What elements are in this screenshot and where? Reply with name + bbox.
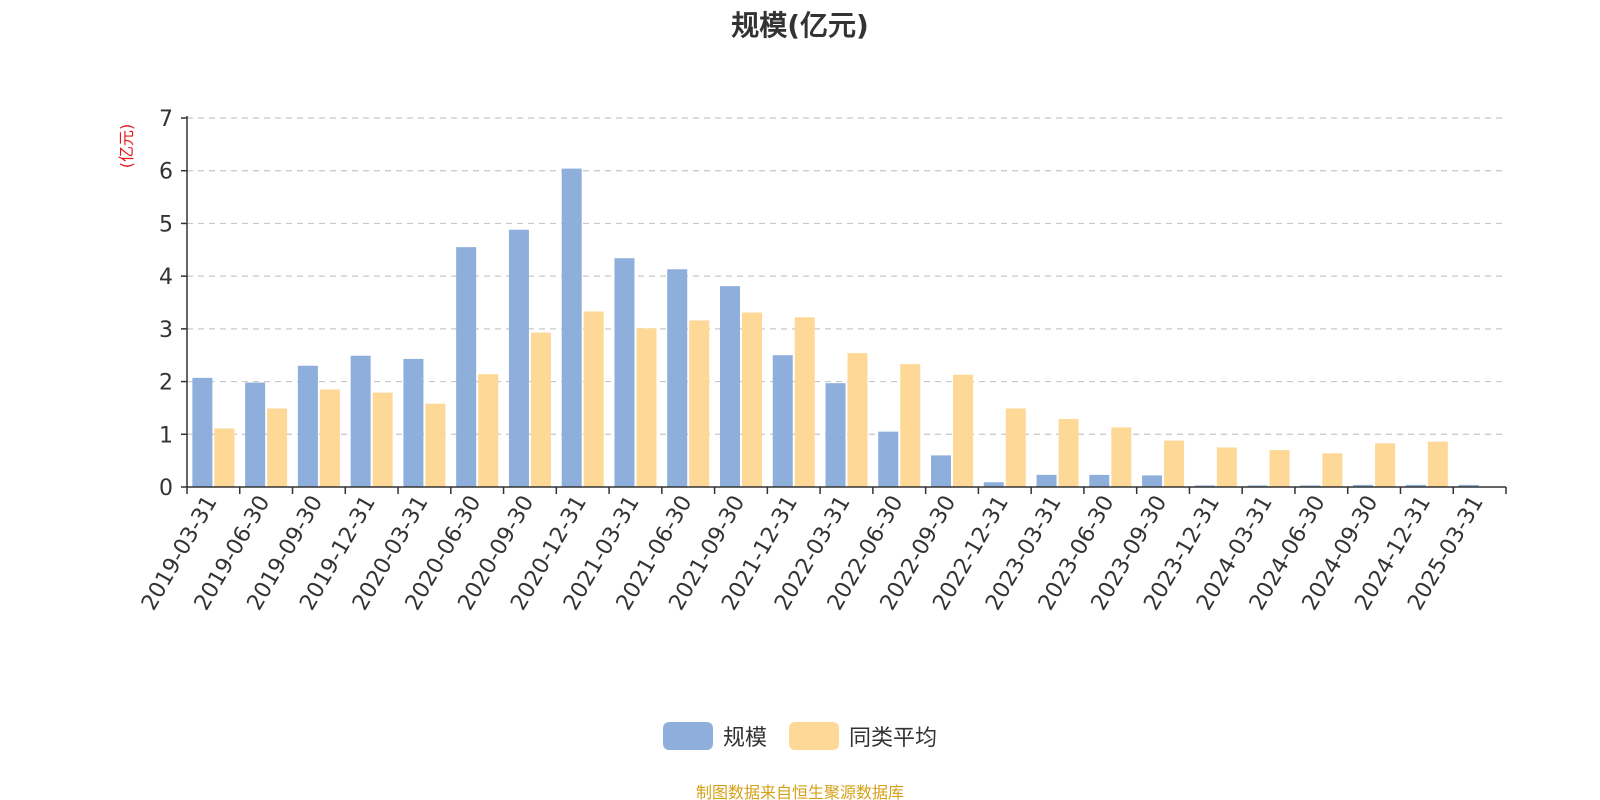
y-tick-label: 4 bbox=[159, 265, 173, 290]
bar-peer-average[interactable] bbox=[425, 403, 446, 487]
bar-peer-average[interactable] bbox=[847, 353, 868, 487]
x-tick-labels: 2019-03-312019-06-302019-09-302019-12-31… bbox=[137, 492, 1489, 615]
legend-swatch-scale bbox=[662, 722, 713, 750]
bar-scale[interactable] bbox=[931, 455, 952, 487]
gridlines bbox=[187, 117, 1506, 435]
bar-scale[interactable] bbox=[1247, 485, 1268, 487]
y-tick-label: 5 bbox=[159, 212, 173, 237]
bar-peer-average[interactable] bbox=[530, 332, 551, 487]
bar-peer-average[interactable] bbox=[900, 364, 921, 487]
bar-peer-average[interactable] bbox=[1164, 440, 1185, 487]
bar-scale[interactable] bbox=[245, 382, 266, 487]
y-tick-label: 2 bbox=[159, 371, 173, 396]
bar-scale[interactable] bbox=[1089, 474, 1110, 487]
bar-peer-average[interactable] bbox=[1058, 418, 1079, 487]
bar-peer-average[interactable] bbox=[1427, 441, 1448, 487]
bar-scale[interactable] bbox=[1458, 484, 1479, 487]
legend-swatch-peer-average bbox=[789, 722, 839, 750]
y-tick-labels: 0 1 2 3 4 5 6 7 bbox=[159, 107, 173, 501]
bar-scale[interactable] bbox=[1036, 474, 1057, 487]
bar-scale[interactable] bbox=[561, 168, 582, 487]
bar-peer-average[interactable] bbox=[953, 374, 974, 487]
y-tick-label: 6 bbox=[159, 160, 173, 185]
bar-scale[interactable] bbox=[508, 229, 529, 488]
bar-peer-average[interactable] bbox=[636, 328, 657, 487]
bar-peer-average[interactable] bbox=[478, 374, 499, 487]
bar-peer-average[interactable] bbox=[372, 392, 393, 487]
bar-peer-average[interactable] bbox=[689, 320, 710, 487]
bar-peer-average[interactable] bbox=[1216, 447, 1237, 487]
bar-peer-average[interactable] bbox=[794, 317, 815, 487]
bar-peer-average[interactable] bbox=[741, 312, 762, 487]
bar-scale[interactable] bbox=[456, 247, 477, 487]
bar-scale[interactable] bbox=[878, 431, 899, 487]
bar-scale[interactable] bbox=[825, 383, 846, 487]
y-tick-label: 0 bbox=[159, 476, 173, 501]
bar-peer-average[interactable] bbox=[1111, 427, 1132, 487]
bar-scale[interactable] bbox=[1405, 484, 1426, 487]
bar-peer-average[interactable] bbox=[1375, 443, 1396, 487]
y-tick-label: 7 bbox=[159, 107, 173, 132]
bar-scale[interactable] bbox=[350, 355, 371, 487]
bar-peer-average[interactable] bbox=[1322, 453, 1343, 487]
source-note: 制图数据来自恒生聚源数据库 bbox=[695, 783, 904, 800]
axes bbox=[181, 116, 1507, 494]
y-tick-label: 1 bbox=[159, 423, 173, 448]
bar-scale[interactable] bbox=[719, 286, 740, 487]
bar-peer-average[interactable] bbox=[1269, 450, 1290, 487]
bar-scale[interactable] bbox=[1142, 475, 1163, 487]
chart-title: 规模(亿元) bbox=[731, 9, 869, 42]
bar-scale[interactable] bbox=[614, 258, 635, 487]
bar-peer-average[interactable] bbox=[267, 408, 288, 487]
bar-peer-average[interactable] bbox=[583, 311, 604, 487]
bar-scale[interactable] bbox=[1300, 485, 1321, 487]
bar-scale[interactable] bbox=[297, 365, 318, 487]
y-axis-label: (亿元) bbox=[117, 124, 136, 169]
y-tick-label: 3 bbox=[159, 318, 173, 343]
legend-label-scale: 规模 bbox=[722, 726, 767, 751]
bar-scale[interactable] bbox=[772, 355, 793, 487]
bar-peer-average[interactable] bbox=[1005, 408, 1026, 487]
bars bbox=[192, 168, 1479, 488]
legend-item-peer-average[interactable]: 同类平均 bbox=[789, 720, 937, 752]
bar-peer-average[interactable] bbox=[319, 389, 340, 487]
bar-scale[interactable] bbox=[983, 482, 1004, 487]
legend-item-scale[interactable]: 规模 bbox=[662, 720, 767, 752]
bar-scale[interactable] bbox=[403, 358, 424, 487]
bar-peer-average[interactable] bbox=[214, 428, 235, 487]
bar-scale[interactable] bbox=[1353, 484, 1374, 487]
bar-scale[interactable] bbox=[667, 269, 688, 487]
legend: 规模 同类平均 bbox=[0, 720, 1600, 752]
legend-label-peer-average: 同类平均 bbox=[849, 726, 938, 751]
bar-scale[interactable] bbox=[192, 377, 213, 487]
bar-scale[interactable] bbox=[1194, 485, 1215, 487]
